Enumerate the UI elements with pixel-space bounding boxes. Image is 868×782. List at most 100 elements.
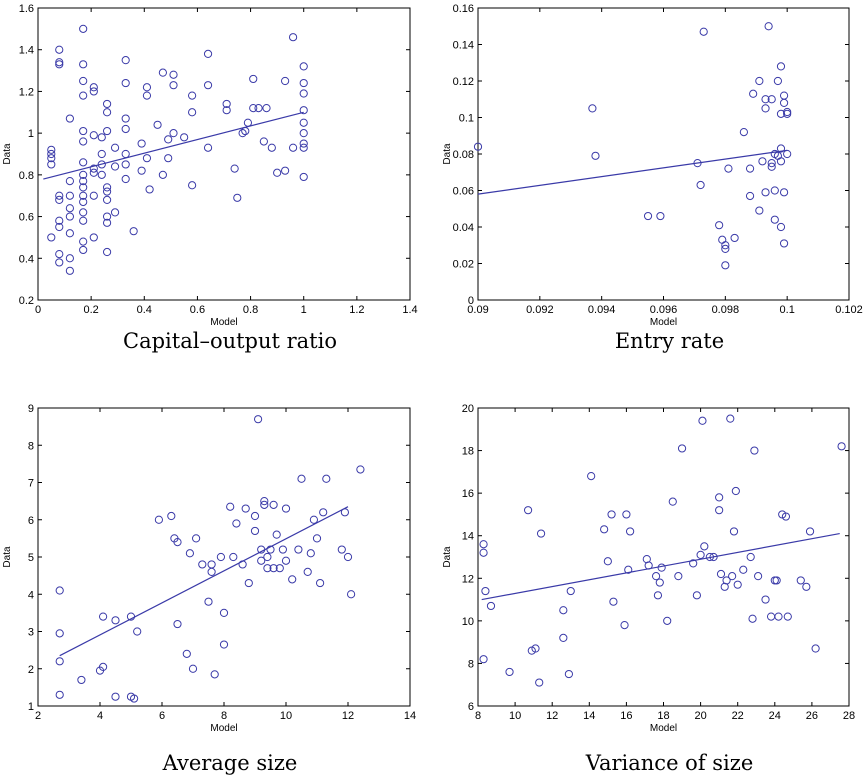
data-point xyxy=(536,529,546,538)
y-tick-label: 0.8 xyxy=(19,170,34,182)
data-point xyxy=(281,504,291,513)
data-point xyxy=(121,78,130,88)
x-axis-label: Model xyxy=(210,317,237,328)
data-point xyxy=(481,586,490,596)
data-point xyxy=(811,644,820,653)
data-point xyxy=(715,506,724,515)
x-tick-label: 0.092 xyxy=(526,304,554,316)
data-point xyxy=(267,143,276,152)
x-tick-label: 10 xyxy=(509,710,521,722)
data-point xyxy=(169,70,178,79)
data-point xyxy=(204,597,213,606)
data-point xyxy=(142,83,152,92)
data-point xyxy=(337,545,346,554)
data-point xyxy=(173,538,182,547)
data-point xyxy=(718,235,727,244)
x-tick-label: 8 xyxy=(475,710,481,722)
data-point xyxy=(269,500,278,509)
data-point xyxy=(281,76,290,86)
data-point xyxy=(776,222,786,232)
regression-line xyxy=(43,111,304,180)
data-point xyxy=(110,162,120,171)
data-point xyxy=(745,164,755,173)
data-point xyxy=(79,60,88,69)
data-point xyxy=(110,208,120,217)
data-point xyxy=(89,168,98,177)
data-point xyxy=(249,74,258,84)
data-point xyxy=(486,601,496,611)
data-point xyxy=(79,158,88,167)
y-tick-label: 16 xyxy=(462,488,474,500)
data-point xyxy=(620,621,629,630)
regression-line xyxy=(59,506,349,657)
data-point xyxy=(802,582,811,591)
data-point xyxy=(309,515,318,524)
data-point xyxy=(121,56,130,65)
y-tick-label: 1 xyxy=(28,701,34,713)
data-point xyxy=(230,164,239,173)
data-point xyxy=(281,166,290,175)
data-point xyxy=(773,76,782,86)
y-tick-label: 0 xyxy=(468,295,474,307)
regression-line xyxy=(481,532,840,601)
data-point xyxy=(89,83,98,92)
data-point xyxy=(776,157,786,166)
x-tick-label: 20 xyxy=(694,710,706,722)
data-point xyxy=(259,137,268,146)
data-point xyxy=(169,81,178,90)
data-point xyxy=(564,669,573,679)
data-point xyxy=(145,185,154,194)
data-point xyxy=(644,561,653,570)
data-point xyxy=(724,164,733,173)
data-point xyxy=(837,442,846,451)
data-point xyxy=(249,104,258,113)
data-point xyxy=(715,221,724,230)
data-point xyxy=(97,133,106,142)
data-point xyxy=(47,145,56,154)
data-point xyxy=(721,241,730,250)
data-point xyxy=(278,545,287,554)
data-point xyxy=(79,76,88,86)
data-point xyxy=(102,195,112,204)
data-point xyxy=(102,212,112,221)
data-point xyxy=(783,107,792,117)
data-point xyxy=(210,670,219,679)
data-point xyxy=(79,208,88,217)
data-point xyxy=(693,159,702,168)
data-point xyxy=(622,510,631,519)
data-point xyxy=(728,572,737,581)
data-point xyxy=(692,591,701,600)
chart-panel-1: 0 0.2 0.4 0.6 0.8 1 1.2 1.40.20.40.60.811.21.41… xyxy=(2,3,418,353)
data-point xyxy=(102,126,112,136)
data-point xyxy=(65,266,74,275)
data-point xyxy=(89,87,98,96)
data-point xyxy=(297,474,306,483)
y-tick-label: 18 xyxy=(462,446,474,458)
data-point xyxy=(222,106,231,115)
y-tick-label: 2 xyxy=(28,664,34,676)
data-point xyxy=(89,233,98,242)
data-point xyxy=(779,98,789,108)
data-point xyxy=(306,549,315,558)
y-tick-label: 10 xyxy=(462,616,474,628)
data-point xyxy=(244,578,253,588)
x-tick-label: 0.09 xyxy=(467,304,488,316)
data-point xyxy=(263,564,272,573)
data-point xyxy=(731,486,740,496)
data-point xyxy=(770,186,779,195)
data-point xyxy=(254,104,263,113)
data-point xyxy=(755,76,764,86)
data-point xyxy=(260,500,269,509)
data-point xyxy=(79,170,88,179)
data-point xyxy=(121,174,130,184)
x-tick-label: 1.2 xyxy=(349,304,364,316)
data-point xyxy=(65,114,74,123)
data-point xyxy=(767,159,776,168)
data-point xyxy=(164,135,173,144)
data-point xyxy=(356,465,365,474)
data-point xyxy=(755,206,764,215)
data-point xyxy=(288,33,298,42)
data-point xyxy=(158,170,167,179)
data-point xyxy=(696,180,705,190)
data-point xyxy=(55,58,64,67)
